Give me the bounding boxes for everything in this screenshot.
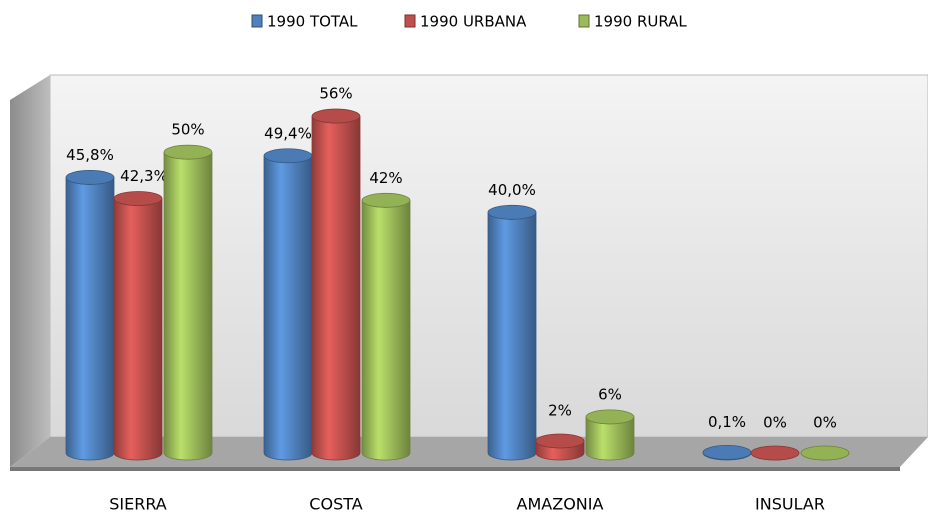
bar-top bbox=[487, 204, 537, 220]
bar bbox=[487, 212, 537, 461]
data-label: 42,3% bbox=[120, 167, 168, 185]
data-label: 2% bbox=[548, 401, 572, 419]
bar-top bbox=[113, 191, 163, 206]
bar-top bbox=[263, 148, 313, 164]
bar bbox=[113, 198, 163, 461]
floor bbox=[10, 437, 928, 467]
bar-top bbox=[311, 108, 361, 124]
bar bbox=[311, 115, 361, 461]
bar bbox=[361, 200, 411, 461]
x-tick-label: INSULAR bbox=[755, 495, 825, 514]
bar bbox=[163, 152, 213, 461]
legend-swatch bbox=[578, 14, 590, 28]
x-tick-label: COSTA bbox=[309, 495, 362, 514]
bar-top bbox=[65, 170, 115, 185]
data-label: 50% bbox=[171, 121, 204, 139]
bar-top bbox=[535, 433, 585, 449]
floor-edge bbox=[10, 467, 900, 471]
bar-top bbox=[750, 445, 800, 461]
bar bbox=[263, 155, 313, 461]
data-label: 42% bbox=[369, 169, 402, 187]
data-label: 0% bbox=[763, 414, 787, 432]
data-label: 0% bbox=[813, 414, 837, 432]
bar-top bbox=[163, 144, 213, 160]
data-label: 6% bbox=[598, 385, 622, 403]
x-tick-label: AMAZONIA bbox=[517, 495, 604, 514]
data-label: 56% bbox=[319, 85, 352, 103]
legend-swatch bbox=[251, 14, 263, 28]
legend-label: 1990 TOTAL bbox=[267, 13, 358, 31]
bar-top bbox=[585, 409, 635, 425]
bar bbox=[65, 177, 115, 461]
data-label: 49,4% bbox=[264, 124, 312, 142]
legend-label: 1990 URBANA bbox=[420, 13, 527, 31]
legend-label: 1990 RURAL bbox=[594, 13, 687, 31]
bar-top bbox=[361, 192, 411, 208]
data-label: 0,1% bbox=[708, 413, 746, 431]
data-label: 40,0% bbox=[488, 181, 536, 199]
x-tick-label: SIERRA bbox=[109, 495, 167, 514]
bar-top bbox=[800, 445, 850, 461]
side-wall bbox=[10, 75, 50, 467]
bar-top bbox=[702, 444, 752, 460]
data-label: 45,8% bbox=[66, 146, 114, 164]
legend-swatch bbox=[404, 14, 416, 28]
